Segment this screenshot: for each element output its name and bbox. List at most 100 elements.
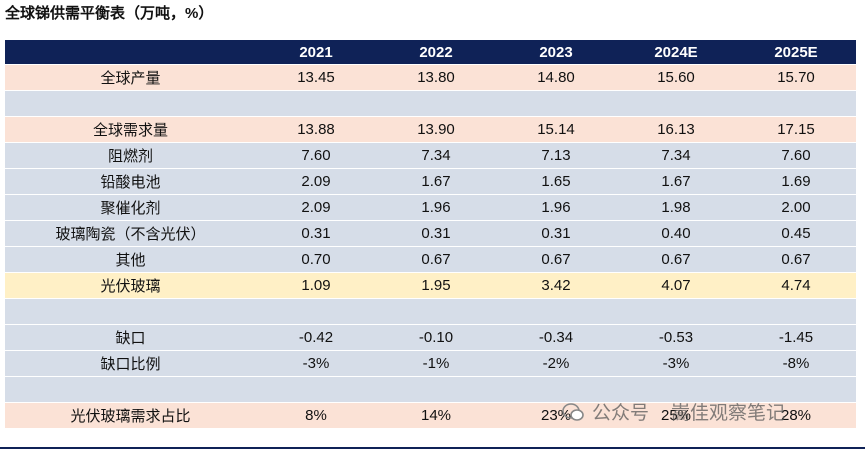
cell: 13.90 — [376, 116, 496, 143]
data-row: 玻璃陶瓷（不含光伏） 0.31 0.31 0.31 0.40 0.45 — [5, 220, 856, 247]
data-row: 阻燃剂 7.60 7.34 7.13 7.34 7.60 — [5, 142, 856, 169]
spacer-cell — [376, 376, 496, 403]
cell: 1.67 — [616, 168, 736, 195]
spacer-cell — [736, 90, 856, 117]
cell: 1.95 — [376, 272, 496, 299]
data-row: 光伏玻璃 1.09 1.95 3.42 4.07 4.74 — [5, 272, 856, 299]
cell: 16.13 — [616, 116, 736, 143]
cell: 1.96 — [376, 194, 496, 221]
row-label: 缺口 — [5, 324, 256, 351]
cell: -8% — [736, 350, 856, 377]
cell: 2.09 — [256, 194, 376, 221]
row-label: 玻璃陶瓷（不含光伏） — [5, 220, 256, 247]
spacer-cell — [736, 376, 856, 403]
cell: -0.34 — [496, 324, 616, 351]
cell: 0.67 — [496, 246, 616, 273]
cell: 25% — [616, 402, 736, 429]
cell: 0.40 — [616, 220, 736, 247]
cell: 14.80 — [496, 64, 616, 91]
cell: -2% — [496, 350, 616, 377]
cell: 7.13 — [496, 142, 616, 169]
cell: 23% — [496, 402, 616, 429]
spacer-cell — [256, 90, 376, 117]
header-cell: 2021 — [256, 40, 376, 65]
cell: 7.60 — [736, 142, 856, 169]
cell: 13.45 — [256, 64, 376, 91]
data-row: 其他 0.70 0.67 0.67 0.67 0.67 — [5, 246, 856, 273]
cell: 0.45 — [736, 220, 856, 247]
cell: 0.31 — [496, 220, 616, 247]
spacer-cell — [5, 90, 256, 117]
cell: -0.42 — [256, 324, 376, 351]
data-row: 全球产量 13.45 13.80 14.80 15.60 15.70 — [5, 64, 856, 91]
spacer-row — [5, 90, 856, 117]
cell: 13.88 — [256, 116, 376, 143]
cell: 1.69 — [736, 168, 856, 195]
spacer-cell — [256, 376, 376, 403]
header-cell: 2023 — [496, 40, 616, 65]
cell: -3% — [616, 350, 736, 377]
cell: 0.67 — [736, 246, 856, 273]
spacer-cell — [616, 298, 736, 325]
spacer-cell — [616, 376, 736, 403]
row-label: 光伏玻璃需求占比 — [5, 402, 256, 429]
cell: -1% — [376, 350, 496, 377]
cell: 3.42 — [496, 272, 616, 299]
cell: 1.09 — [256, 272, 376, 299]
header-cell: 2025E — [736, 40, 856, 65]
cell: 0.67 — [616, 246, 736, 273]
spacer-row — [5, 298, 856, 325]
cell: -0.53 — [616, 324, 736, 351]
spacer-cell — [616, 90, 736, 117]
cell: 2.09 — [256, 168, 376, 195]
data-row: 聚催化剂 2.09 1.96 1.96 1.98 2.00 — [5, 194, 856, 221]
cell: 2.00 — [736, 194, 856, 221]
row-label: 聚催化剂 — [5, 194, 256, 221]
data-row: 铅酸电池 2.09 1.67 1.65 1.67 1.69 — [5, 168, 856, 195]
spacer-cell — [376, 298, 496, 325]
cell: 0.31 — [376, 220, 496, 247]
cell: -0.10 — [376, 324, 496, 351]
row-label: 其他 — [5, 246, 256, 273]
cell: 15.70 — [736, 64, 856, 91]
spacer-cell — [5, 376, 256, 403]
cell: 4.74 — [736, 272, 856, 299]
row-label: 光伏玻璃 — [5, 272, 256, 299]
row-label: 全球需求量 — [5, 116, 256, 143]
header-row: 2021 2022 2023 2024E 2025E — [5, 40, 856, 65]
spacer-cell — [736, 298, 856, 325]
spacer-row — [5, 376, 856, 403]
cell: 4.07 — [616, 272, 736, 299]
row-label: 阻燃剂 — [5, 142, 256, 169]
cell: 1.98 — [616, 194, 736, 221]
spacer-cell — [376, 90, 496, 117]
cell: -3% — [256, 350, 376, 377]
cell: -1.45 — [736, 324, 856, 351]
spacer-cell — [256, 298, 376, 325]
header-cell: 2024E — [616, 40, 736, 65]
watermark-icon — [562, 402, 584, 421]
cell: 7.60 — [256, 142, 376, 169]
cell: 14% — [376, 402, 496, 429]
data-row: 光伏玻璃需求占比 8% 14% 23% 25% 28% — [5, 402, 856, 429]
cell: 0.31 — [256, 220, 376, 247]
row-label: 铅酸电池 — [5, 168, 256, 195]
spacer-cell — [496, 376, 616, 403]
cell: 15.14 — [496, 116, 616, 143]
watermark-name: 嵩佳观察笔记 — [671, 403, 786, 424]
data-row: 缺口 -0.42 -0.10 -0.34 -0.53 -1.45 — [5, 324, 856, 351]
data-row: 全球需求量 13.88 13.90 15.14 16.13 17.15 — [5, 116, 856, 143]
cell: 13.80 — [376, 64, 496, 91]
spacer-cell — [496, 298, 616, 325]
cell: 1.96 — [496, 194, 616, 221]
cell: 7.34 — [616, 142, 736, 169]
cell: 8% — [256, 402, 376, 429]
watermark: 公众号 嵩佳观察笔记 — [562, 398, 785, 425]
spacer-cell — [5, 298, 256, 325]
row-label: 全球产量 — [5, 64, 256, 91]
row-label: 缺口比例 — [5, 350, 256, 377]
cell: 0.67 — [376, 246, 496, 273]
cell: 7.34 — [376, 142, 496, 169]
title: 全球锑供需平衡表（万吨，%） — [5, 5, 214, 22]
